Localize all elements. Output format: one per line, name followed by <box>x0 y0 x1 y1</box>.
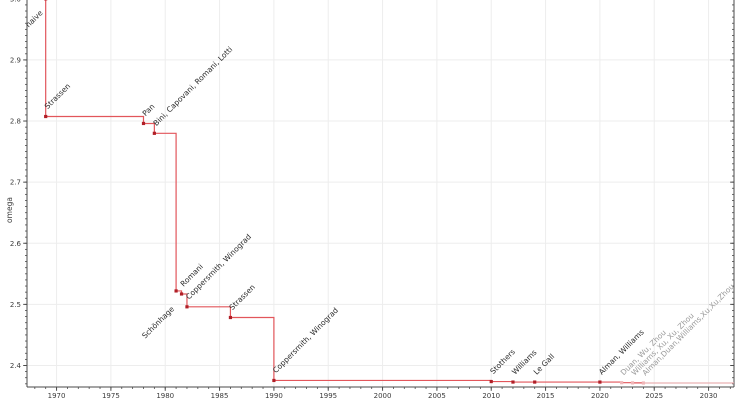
data-point-marker <box>179 292 184 296</box>
y-tick-label: 2.7 <box>10 179 21 187</box>
data-point-marker <box>44 114 48 119</box>
y-tick-label: 2.4 <box>10 362 22 370</box>
y-tick-label: 2.6 <box>10 240 22 248</box>
point-label: Schönhage <box>140 304 176 340</box>
x-tick-label: 2000 <box>374 392 392 400</box>
data-point-marker <box>174 289 178 293</box>
y-tick-label: 2.5 <box>10 301 21 309</box>
y-axis-label: omega <box>5 197 14 223</box>
omega-step-line <box>45 0 644 384</box>
x-tick-label: 1995 <box>319 392 337 400</box>
x-tick-label: 1985 <box>211 392 229 400</box>
y-tick-label: 3.0 <box>10 0 21 3</box>
y-tick-label: 2.9 <box>10 56 21 64</box>
x-tick-label: 1970 <box>48 392 66 400</box>
data-point-marker <box>620 381 624 385</box>
point-label: Pan <box>141 102 157 118</box>
x-tick-label: 1990 <box>265 392 283 400</box>
data-point-marker <box>630 381 635 385</box>
x-tick-label: 1980 <box>156 392 174 400</box>
x-tick-label: 2030 <box>700 392 718 400</box>
y-tick-label: 2.8 <box>10 118 21 126</box>
point-label: Bini, Capovani, Romani, Lotti <box>151 45 234 128</box>
data-point-marker <box>185 305 189 309</box>
x-tick-label: 2005 <box>428 392 446 400</box>
data-point-marker <box>152 131 156 135</box>
data-point-marker <box>641 381 645 385</box>
x-tick-label: 2015 <box>537 392 555 400</box>
point-label: Coppersmith, Winograd <box>271 306 340 375</box>
data-point-marker <box>272 378 276 383</box>
x-tick-label: 2010 <box>482 392 500 400</box>
point-label: Strassen <box>227 282 257 312</box>
x-tick-label: 1975 <box>102 392 120 400</box>
data-point-marker <box>228 315 233 320</box>
data-point-marker <box>598 380 602 384</box>
point-label: Strassen <box>43 81 73 111</box>
point-label: Williams, Xu, Xu, Zhou <box>630 311 696 377</box>
x-tick-label: 2020 <box>591 392 609 400</box>
data-point-marker <box>533 380 537 384</box>
data-point-marker <box>511 380 515 384</box>
x-tick-label: 2025 <box>645 392 663 400</box>
data-point-marker <box>141 121 146 126</box>
data-point-marker <box>489 379 493 384</box>
